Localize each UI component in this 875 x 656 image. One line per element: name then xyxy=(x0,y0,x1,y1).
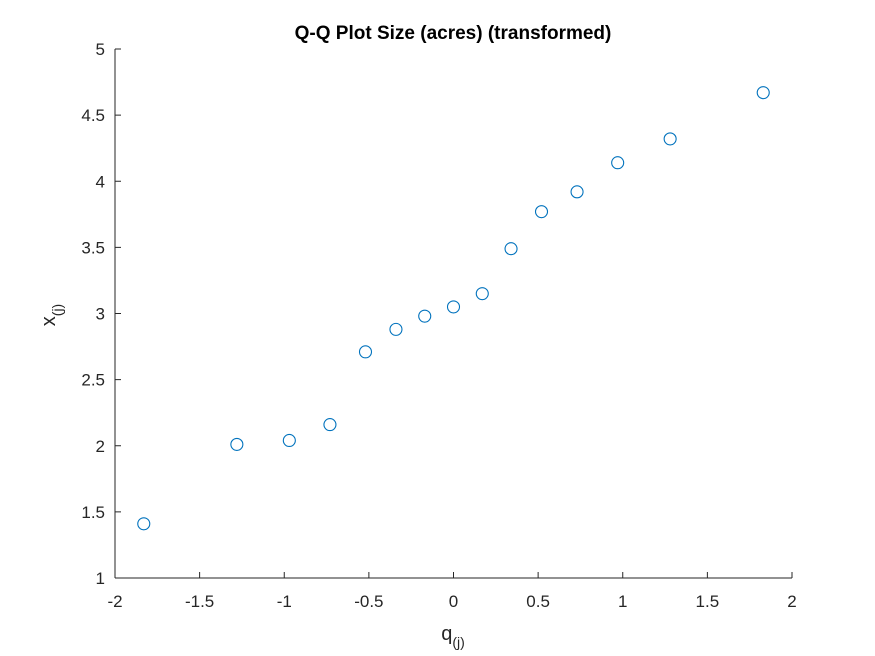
x-tick-label: 1 xyxy=(618,592,627,611)
x-tick-label: 1.5 xyxy=(696,592,720,611)
y-tick-label: 1 xyxy=(96,569,105,588)
data-point xyxy=(323,418,337,432)
data-point xyxy=(475,287,489,301)
y-axis-label-subscript: (j) xyxy=(49,304,65,316)
x-tick-label: 0.5 xyxy=(526,592,550,611)
x-axis-label-subscript: (j) xyxy=(452,634,464,650)
data-point xyxy=(756,86,770,100)
y-tick-label: 3.5 xyxy=(81,238,105,257)
data-point xyxy=(358,345,373,359)
data-point xyxy=(389,322,403,336)
y-tick-label: 4 xyxy=(96,172,105,191)
data-point xyxy=(611,156,625,170)
data-point xyxy=(418,309,432,323)
axes xyxy=(114,49,792,579)
x-axis-label: q(j) xyxy=(441,623,465,650)
x-tick-label: 2 xyxy=(787,592,796,611)
data-point xyxy=(534,205,549,219)
x-tick-label: -1.5 xyxy=(185,592,214,611)
data-points xyxy=(137,86,770,531)
y-tick-label: 2.5 xyxy=(81,371,105,390)
y-tick-label: 2 xyxy=(96,437,105,456)
data-point xyxy=(504,242,518,256)
x-axis-label-base: q xyxy=(441,623,452,645)
data-point xyxy=(663,132,677,146)
y-ticks: 1 1.5 2 2.5 3 3.5 4 4.5 5 xyxy=(81,40,121,588)
y-tick-label: 4.5 xyxy=(81,106,105,125)
x-tick-label: -1 xyxy=(277,592,292,611)
y-tick-label: 3 xyxy=(96,305,105,324)
x-tick-label: -2 xyxy=(107,592,122,611)
y-axis-label: x(j) xyxy=(38,304,65,326)
y-axis-label-base: x xyxy=(38,316,60,326)
chart-title: Q-Q Plot Size (acres) (transformed) xyxy=(295,23,612,44)
x-ticks: -2 -1.5 -1 -0.5 0 0.5 1 1.5 2 xyxy=(107,572,797,611)
data-point xyxy=(446,300,461,314)
data-point xyxy=(282,433,296,448)
data-point xyxy=(137,517,151,531)
data-point xyxy=(570,185,584,199)
x-tick-label: -0.5 xyxy=(354,592,383,611)
y-tick-label: 1.5 xyxy=(81,503,105,522)
x-tick-label: 0 xyxy=(449,592,458,611)
data-point xyxy=(230,437,244,451)
y-tick-label: 5 xyxy=(96,40,105,59)
